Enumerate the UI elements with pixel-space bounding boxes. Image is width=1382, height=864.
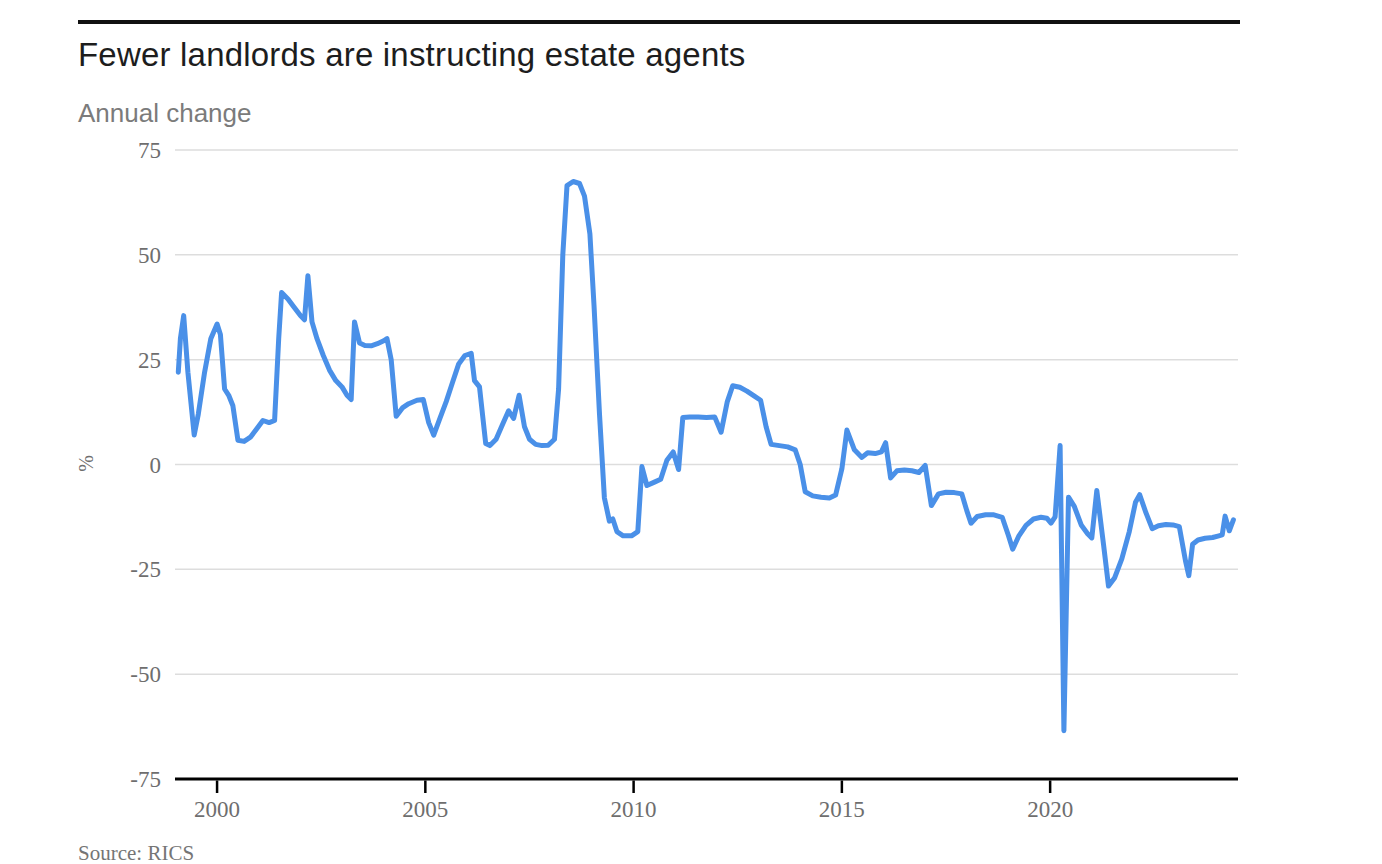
y-tick-label: -75 [130, 767, 161, 792]
y-tick-label: 25 [138, 348, 161, 373]
x-tick-label: 2015 [819, 797, 865, 822]
x-tick-label: 2020 [1027, 797, 1073, 822]
y-axis-label: % [75, 444, 98, 484]
source-note: Source: RICS [78, 841, 194, 864]
y-tick-label: -25 [130, 557, 161, 582]
plot-area: 75 50 25 0 -25 -50 -75 2000 2005 2010 2015 2020 [0, 0, 1382, 864]
y-tick-label: -50 [130, 662, 161, 687]
x-tick-label: 2010 [611, 797, 657, 822]
x-tick-label: 2000 [194, 797, 240, 822]
y-tick-label: 50 [138, 243, 161, 268]
chart-figure: Fewer landlords are instructing estate a… [0, 0, 1382, 864]
y-tick-label: 75 [138, 138, 161, 163]
x-tick-label: 2005 [402, 797, 448, 822]
y-tick-label: 0 [150, 453, 162, 478]
data-line [178, 182, 1233, 731]
